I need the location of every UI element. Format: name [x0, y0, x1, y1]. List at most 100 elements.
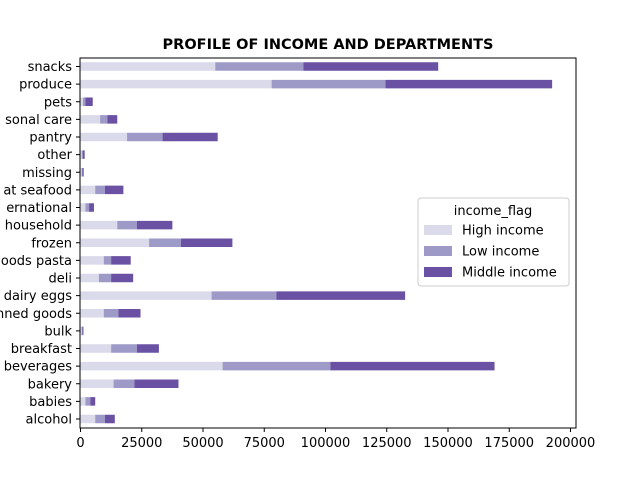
y-tick-label: ernational: [6, 201, 72, 216]
bar-household-series-1: [117, 220, 137, 230]
bar-other-series-0: [80, 150, 82, 159]
bar-missing-series-1: [81, 168, 83, 177]
bar-breakfast-series-1: [111, 344, 137, 353]
bar-international-series-2: [89, 203, 94, 212]
bar-frozen-series-0: [80, 238, 150, 247]
x-axis: 0 25000 50000 75000 100000 125000 150000 175000…: [76, 428, 595, 451]
legend-swatch: [424, 225, 452, 235]
bar-alcohol-series-0: [80, 414, 96, 424]
x-tick-label: 200000: [546, 436, 596, 451]
bar-meat-seafood-series-0: [80, 185, 96, 195]
bar-alcohol-series-1: [95, 414, 105, 424]
bar-bulk-series-0: [80, 326, 82, 336]
legend-title: income_flag: [454, 204, 533, 219]
bar-bakery-series-2: [134, 379, 179, 388]
bar-bakery-series-1: [113, 379, 135, 388]
bar-missing-series-0: [80, 168, 82, 177]
y-tick-label: pantry: [29, 131, 72, 146]
bar-beverages-series-2: [330, 361, 495, 371]
bar-pets-series-1: [82, 97, 86, 106]
x-tick-label: 150000: [423, 436, 473, 451]
bar-household-series-2: [136, 220, 173, 230]
chart-title: PROFILE OF INCOME AND DEPARTMENTS: [163, 37, 494, 53]
bar-international-series-0: [80, 203, 86, 212]
bar-beverages-series-1: [222, 361, 331, 371]
bar-household-series-0: [80, 220, 118, 230]
bar-produce-series-2: [385, 79, 553, 89]
bar-breakfast-series-2: [136, 344, 159, 353]
bar-dry-goods-pasta-series-2: [111, 256, 131, 265]
bar-canned-goods-series-0: [80, 309, 104, 318]
x-tick-label: 0: [76, 436, 84, 451]
bar-snacks-series-0: [80, 62, 216, 71]
x-tick-label: 175000: [484, 436, 534, 451]
legend-label: Low income: [462, 245, 539, 260]
bar-breakfast-series-0: [80, 344, 112, 353]
y-axis: alcohol babies bakery beverages breakfast bul…: [0, 60, 80, 428]
y-tick-label: sonal care: [5, 113, 72, 128]
bar-meat-seafood-series-2: [105, 185, 124, 195]
x-tick-label: 25000: [121, 436, 162, 451]
bar-beverages-series-0: [80, 361, 223, 371]
y-tick-label: dairy eggs: [4, 289, 73, 304]
legend-swatch: [424, 246, 452, 256]
bar-snacks-series-2: [303, 62, 439, 71]
bar-babies-series-1: [85, 397, 91, 406]
y-tick-label: snacks: [28, 60, 73, 75]
legend-label: High income: [462, 224, 544, 239]
bar-personal-care-series-1: [100, 115, 108, 124]
y-tick-label: produce: [19, 78, 72, 93]
bar-dairy-eggs-series-1: [211, 291, 277, 300]
bar-pantry-series-2: [162, 132, 218, 142]
legend-frame: [417, 197, 570, 287]
y-tick-label: bakery: [28, 377, 73, 392]
y-tick-label: at seafood: [3, 183, 72, 198]
bar-personal-care-series-0: [80, 115, 101, 124]
bar-canned-goods-series-2: [118, 309, 141, 318]
legend: income_flag High income Low income Middle …: [417, 197, 570, 287]
bar-dairy-eggs-series-2: [276, 291, 406, 300]
bar-pantry-series-0: [80, 132, 128, 142]
y-tick-label: bulk: [44, 324, 72, 339]
bar-international-series-1: [85, 203, 90, 212]
legend-label: Middle income: [462, 266, 557, 281]
y-tick-label: breakfast: [11, 342, 72, 357]
bar-other-series-2: [82, 150, 85, 159]
bar-personal-care-series-2: [107, 115, 118, 124]
y-tick-label: missing: [22, 166, 72, 181]
y-tick-label: frozen: [31, 236, 72, 251]
bar-pets-series-0: [80, 97, 83, 106]
bar-snacks-series-1: [215, 62, 304, 71]
bar-pantry-series-1: [127, 132, 163, 142]
legend-entries: High income Low income Middle income: [424, 224, 557, 281]
y-tick-label: beverages: [4, 360, 73, 375]
bar-bulk-series-2: [82, 326, 84, 336]
x-tick-label: 100000: [301, 436, 351, 451]
bars-layer: [80, 62, 553, 424]
x-tick-label: 50000: [182, 436, 223, 451]
bar-canned-goods-series-1: [103, 309, 119, 318]
y-tick-label: other: [37, 148, 72, 163]
bar-pets-series-2: [85, 97, 93, 106]
x-tick-label: 75000: [244, 436, 285, 451]
y-tick-label: oods pasta: [1, 254, 72, 269]
bar-deli-series-1: [98, 273, 112, 283]
bar-frozen-series-1: [149, 238, 181, 247]
bar-produce-series-1: [271, 79, 386, 89]
bar-deli-series-2: [111, 273, 134, 283]
legend-swatch: [424, 267, 452, 277]
y-tick-label: alcohol: [26, 413, 72, 428]
y-tick-label: nned goods: [0, 307, 72, 322]
bar-missing-series-2: [82, 168, 84, 177]
bar-frozen-series-2: [180, 238, 233, 247]
y-tick-label: deli: [49, 272, 72, 287]
bar-dry-goods-pasta-series-1: [103, 256, 112, 265]
bar-bulk-series-1: [81, 326, 83, 336]
bar-babies-series-2: [90, 397, 96, 406]
y-tick-label: pets: [44, 95, 72, 110]
bar-bakery-series-0: [80, 379, 114, 388]
bar-produce-series-0: [80, 79, 272, 89]
bar-meat-seafood-series-1: [95, 185, 105, 195]
bar-babies-series-0: [80, 397, 86, 406]
